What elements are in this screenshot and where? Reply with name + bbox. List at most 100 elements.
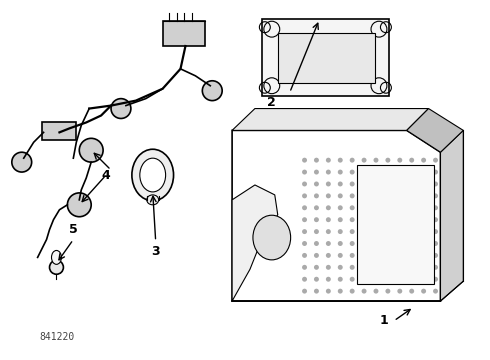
Circle shape [371, 21, 387, 37]
Circle shape [409, 265, 414, 270]
Circle shape [373, 217, 378, 222]
Circle shape [338, 170, 343, 175]
Circle shape [264, 21, 280, 37]
Circle shape [373, 241, 378, 246]
Ellipse shape [253, 215, 291, 260]
Text: 841220: 841220 [40, 332, 75, 342]
Text: 1: 1 [380, 314, 388, 327]
Circle shape [386, 181, 391, 186]
Polygon shape [441, 130, 464, 301]
Circle shape [314, 277, 319, 282]
Circle shape [350, 229, 355, 234]
Circle shape [386, 253, 391, 258]
Circle shape [202, 81, 222, 100]
Circle shape [350, 253, 355, 258]
Circle shape [373, 289, 378, 294]
Circle shape [326, 193, 331, 198]
Circle shape [397, 277, 402, 282]
Circle shape [350, 277, 355, 282]
Circle shape [386, 193, 391, 198]
Circle shape [386, 217, 391, 222]
Circle shape [433, 229, 438, 234]
Circle shape [409, 277, 414, 282]
Circle shape [371, 78, 387, 94]
Circle shape [373, 205, 378, 210]
Circle shape [409, 205, 414, 210]
Circle shape [433, 205, 438, 210]
Circle shape [421, 158, 426, 163]
Polygon shape [262, 19, 389, 96]
Circle shape [302, 217, 307, 222]
Circle shape [302, 193, 307, 198]
Circle shape [314, 170, 319, 175]
Circle shape [338, 229, 343, 234]
Circle shape [397, 170, 402, 175]
Circle shape [362, 181, 367, 186]
Polygon shape [42, 122, 76, 140]
Circle shape [433, 158, 438, 163]
Circle shape [386, 170, 391, 175]
Circle shape [409, 193, 414, 198]
Circle shape [338, 193, 343, 198]
Circle shape [326, 181, 331, 186]
Circle shape [362, 170, 367, 175]
Circle shape [386, 158, 391, 163]
Circle shape [314, 229, 319, 234]
Circle shape [397, 265, 402, 270]
Circle shape [397, 241, 402, 246]
Circle shape [373, 229, 378, 234]
Circle shape [314, 193, 319, 198]
Circle shape [350, 217, 355, 222]
Polygon shape [278, 33, 375, 83]
Circle shape [362, 229, 367, 234]
Circle shape [421, 265, 426, 270]
Circle shape [302, 289, 307, 294]
Circle shape [302, 229, 307, 234]
Text: 2: 2 [268, 96, 276, 109]
Circle shape [350, 241, 355, 246]
Circle shape [314, 253, 319, 258]
Circle shape [386, 205, 391, 210]
Circle shape [302, 181, 307, 186]
Circle shape [79, 138, 103, 162]
Circle shape [350, 158, 355, 163]
Circle shape [386, 241, 391, 246]
Circle shape [397, 217, 402, 222]
Circle shape [421, 289, 426, 294]
Circle shape [12, 152, 32, 172]
Circle shape [362, 241, 367, 246]
Circle shape [362, 205, 367, 210]
Circle shape [326, 265, 331, 270]
Circle shape [362, 193, 367, 198]
Circle shape [338, 205, 343, 210]
Circle shape [338, 181, 343, 186]
Circle shape [350, 289, 355, 294]
Circle shape [373, 253, 378, 258]
Text: 4: 4 [102, 168, 110, 181]
Circle shape [326, 205, 331, 210]
Circle shape [397, 289, 402, 294]
Circle shape [373, 181, 378, 186]
Circle shape [373, 158, 378, 163]
Circle shape [433, 241, 438, 246]
Circle shape [314, 158, 319, 163]
Circle shape [362, 265, 367, 270]
Circle shape [409, 241, 414, 246]
Circle shape [338, 253, 343, 258]
Circle shape [338, 289, 343, 294]
Circle shape [302, 205, 307, 210]
Circle shape [314, 241, 319, 246]
Circle shape [111, 99, 131, 118]
Circle shape [409, 170, 414, 175]
Circle shape [302, 170, 307, 175]
Circle shape [433, 170, 438, 175]
Circle shape [350, 181, 355, 186]
Circle shape [350, 193, 355, 198]
Circle shape [350, 205, 355, 210]
Circle shape [49, 260, 63, 274]
Circle shape [397, 253, 402, 258]
Polygon shape [357, 165, 434, 284]
Circle shape [362, 158, 367, 163]
Circle shape [397, 158, 402, 163]
Circle shape [68, 193, 91, 217]
